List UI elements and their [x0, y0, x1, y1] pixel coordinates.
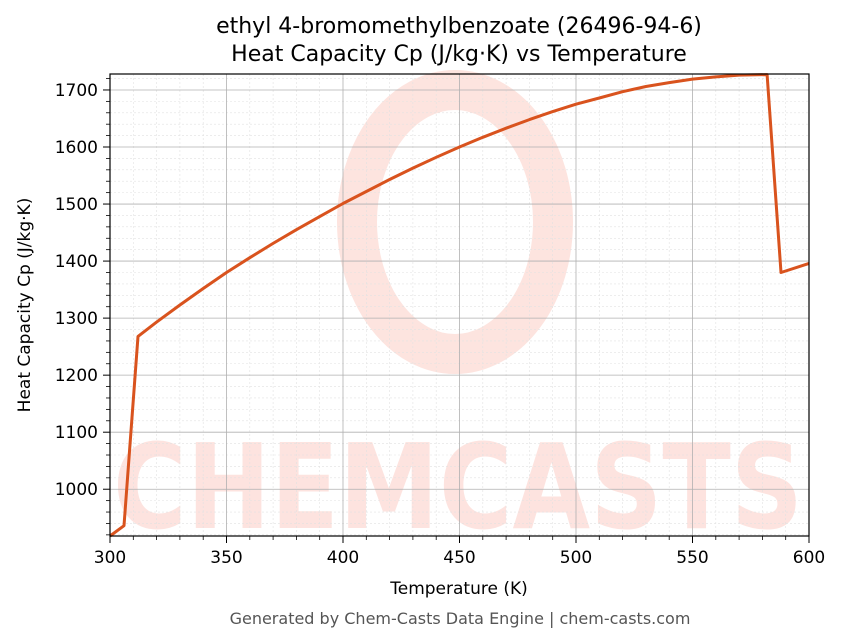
y-tick-label: 1000 — [55, 480, 98, 500]
watermark: CHEMCASTS — [113, 70, 803, 556]
y-tick-label: 1200 — [55, 366, 98, 386]
x-tick-label: 600 — [793, 548, 825, 568]
x-tick-label: 300 — [94, 548, 126, 568]
watermark-logo — [337, 70, 573, 374]
y-axis-label: Heat Capacity Cp (J/kg·K) — [15, 198, 35, 413]
y-tick-label: 1300 — [55, 309, 98, 329]
x-tick-label: 450 — [443, 548, 475, 568]
chart-title-line2: Heat Capacity Cp (J/kg·K) vs Temperature — [231, 42, 687, 67]
y-tick-label: 1500 — [55, 195, 98, 215]
y-tick-label: 1100 — [55, 423, 98, 443]
y-axis: 1000 1100 1200 1300 1400 1500 1600 1700 — [55, 78, 110, 536]
x-tick-label: 400 — [327, 548, 359, 568]
y-tick-label: 1600 — [55, 138, 98, 158]
footer-text: Generated by Chem-Casts Data Engine | ch… — [230, 609, 691, 628]
chart-title-line1: ethyl 4-bromomethylbenzoate (26496-94-6) — [216, 14, 702, 39]
y-tick-label: 1700 — [55, 81, 98, 101]
x-tick-label: 350 — [210, 548, 242, 568]
watermark-text: CHEMCASTS — [113, 418, 803, 556]
y-tick-label: 1400 — [55, 252, 98, 272]
x-axis: 300 350 400 450 500 550 600 — [94, 536, 825, 568]
x-axis-label: Temperature (K) — [389, 579, 528, 599]
series-line — [109, 73, 810, 538]
x-tick-label: 500 — [560, 548, 592, 568]
x-tick-label: 550 — [676, 548, 708, 568]
